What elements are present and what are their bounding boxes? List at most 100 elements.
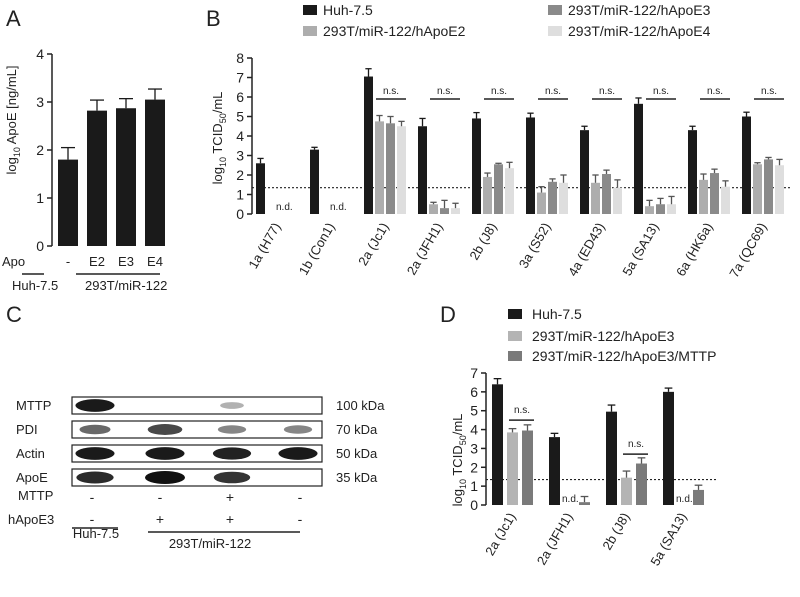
panel-a-0-bar xyxy=(58,159,78,246)
panel-b-y-axis-label: log10 TCID50/mL xyxy=(210,92,228,185)
panel-a-x-tick-label: E2 xyxy=(89,254,105,269)
panel-d-0-bar xyxy=(492,384,503,505)
panel-a-1-bar xyxy=(87,110,107,246)
panel-d-y-tick-label: 1 xyxy=(470,478,478,494)
panel-d-y-tick-label: 7 xyxy=(470,365,478,381)
panel-a-y-axis-label: log10 ApoE [ng/mL] xyxy=(4,65,22,174)
panel-b-ns-label: n.s. xyxy=(383,86,399,97)
blot-band xyxy=(217,425,247,434)
panel-b-y-tick-label: 5 xyxy=(236,109,244,125)
panel-b-2-bar xyxy=(656,204,665,214)
panel-b-y-tick-label: 1 xyxy=(236,187,244,203)
panel-label-a: A xyxy=(6,6,21,31)
panel-b-2-bar xyxy=(548,181,557,214)
panel-d-legend-label: 293T/miR-122/hApoE3/MTTP xyxy=(532,348,716,364)
panel-a-y-tick-label: 4 xyxy=(36,46,44,62)
panel-d-legend-swatch xyxy=(508,309,522,319)
blot-row-label: Actin xyxy=(16,446,45,461)
panel-d-y-tick-label: 4 xyxy=(470,422,478,438)
panel-b-1-bar xyxy=(699,179,708,214)
panel-b-legend-swatch xyxy=(303,26,317,36)
panel-b-y-tick-label: 8 xyxy=(236,50,244,66)
panel-b-y-tick-label: 2 xyxy=(236,167,244,183)
panel-b-0-bar xyxy=(742,116,751,214)
panel-b-0-bar xyxy=(472,118,481,214)
panel-b-3-bar xyxy=(667,204,676,214)
blot-strip xyxy=(71,420,323,439)
blot-mttp-condition-label: MTTP xyxy=(18,488,53,503)
panel-a-x-tick-label: - xyxy=(66,254,70,269)
panel-b-ns-label: n.s. xyxy=(707,86,723,97)
panel-c-western-blot: Huh-7.5 293T/miR-122 MTTP hApoE3 MTTP 100… xyxy=(8,396,385,551)
panel-d-y-tick-label: 5 xyxy=(470,403,478,419)
panel-a-y-tick-label: 3 xyxy=(36,94,44,110)
panel-d-2-bar xyxy=(636,463,647,505)
panel-b-x-tick-label: 5a (SA13) xyxy=(619,220,661,278)
panel-b-1-bar xyxy=(375,121,384,214)
panel-d-nd-label: n.d. xyxy=(562,494,579,505)
blot-size-label: 50 kDa xyxy=(336,446,378,461)
panel-b-1-bar xyxy=(591,182,600,214)
panel-b-y-tick-label: 4 xyxy=(236,128,244,144)
panel-a-apo-row-label: Apo xyxy=(2,254,25,269)
panel-d-legend-swatch xyxy=(508,351,522,361)
blot-strip xyxy=(71,444,323,463)
panel-b-0-bar xyxy=(634,103,643,214)
panel-b-legend-label: Huh-7.5 xyxy=(323,2,373,18)
blot-band xyxy=(212,447,252,460)
panel-b-1-bar xyxy=(537,192,546,214)
blot-band xyxy=(75,399,115,412)
blot-size-label: 100 kDa xyxy=(336,398,385,413)
panel-b-x-tick-label: 3a (S52) xyxy=(516,220,554,271)
panel-b-3-bar xyxy=(559,182,568,214)
panel-b-ns-label: n.s. xyxy=(599,86,615,97)
panel-b-1-bar xyxy=(429,204,438,214)
panel-d-y-tick-label: 3 xyxy=(470,440,478,456)
panel-b-legend-swatch xyxy=(303,5,317,15)
panel-b-0-bar xyxy=(364,76,373,215)
panel-d-0-bar xyxy=(663,391,674,505)
panel-b-legend-label: 293T/miR-122/hApoE4 xyxy=(568,23,711,39)
blot-band xyxy=(75,447,115,460)
panel-b-3-bar xyxy=(451,208,460,214)
panel-d-x-tick-label: 2a (JFH1) xyxy=(534,510,576,568)
panel-b-2-bar xyxy=(602,174,611,214)
blot-mttp-sign: - xyxy=(90,489,95,505)
panel-b-2-bar xyxy=(440,208,449,214)
panel-a-mir-label: 293T/miR-122 xyxy=(85,278,167,293)
panel-b-x-tick-label: 2a (JFH1) xyxy=(404,220,446,278)
panel-d-legend-swatch xyxy=(508,331,522,341)
panel-b-0-bar xyxy=(256,163,265,214)
panel-d-2-bar xyxy=(579,502,590,505)
panel-b-x-tick-label: 2a (Jc1) xyxy=(355,220,391,268)
panel-b-y-tick-label: 6 xyxy=(236,89,244,105)
panel-b-3-bar xyxy=(721,186,730,214)
panel-b-3-bar xyxy=(613,187,622,214)
panel-b-1-bar xyxy=(483,176,492,214)
panel-b-legend-swatch xyxy=(548,5,562,15)
panel-a-chart: log10 ApoE [ng/mL] Apo Huh-7.5 293T/miR-… xyxy=(2,46,167,293)
panel-b-1-bar xyxy=(645,206,654,214)
panel-b-0-bar xyxy=(418,126,427,214)
panel-d-y-axis-label: log10 TCID50/mL xyxy=(450,414,468,507)
blot-row-label: ApoE xyxy=(16,470,48,485)
panel-b-ns-label: n.s. xyxy=(491,86,507,97)
panel-d-x-tick-label: 2b (J8) xyxy=(599,510,632,553)
blot-apoe3-sign: + xyxy=(156,511,164,527)
panel-a-x-tick-label: E3 xyxy=(118,254,134,269)
panel-b-3-bar xyxy=(775,165,784,214)
panel-d-1-bar xyxy=(621,477,632,505)
panel-b-0-bar xyxy=(580,130,589,214)
panel-b-0-bar xyxy=(526,117,535,214)
panel-d-x-tick-label: 5a (SA13) xyxy=(647,510,689,568)
blot-apoe3-sign: + xyxy=(226,511,234,527)
panel-d-2-bar xyxy=(522,430,533,505)
panel-b-legend-label: 293T/miR-122/hApoE3 xyxy=(568,2,711,18)
blot-band xyxy=(213,471,251,484)
panel-d-ns-label: n.s. xyxy=(628,439,644,450)
panel-d-1-bar xyxy=(507,432,518,505)
panel-a-y-tick-label: 1 xyxy=(36,190,44,206)
blot-band xyxy=(76,471,114,484)
